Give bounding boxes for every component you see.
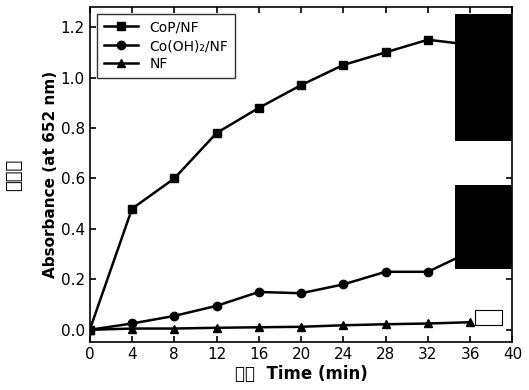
CoP/NF [213, 131, 220, 135]
Co(OH)₂/NF [298, 291, 304, 296]
Co(OH)₂/NF [171, 314, 177, 318]
CoP/NF [467, 43, 473, 47]
Co(OH)₂/NF [129, 321, 135, 326]
X-axis label: 时间  Time (min): 时间 Time (min) [235, 365, 368, 383]
CoP/NF [256, 106, 262, 110]
CoP/NF [171, 176, 177, 181]
Line: CoP/NF: CoP/NF [86, 35, 475, 334]
NF [256, 325, 262, 330]
CoP/NF [340, 63, 346, 67]
Y-axis label: Absorbance (at 652 nm): Absorbance (at 652 nm) [43, 71, 58, 278]
CoP/NF [129, 206, 135, 211]
CoP/NF [298, 83, 304, 87]
CoP/NF [425, 37, 431, 42]
NF [340, 323, 346, 328]
NF [425, 321, 431, 326]
NF [87, 328, 93, 332]
Co(OH)₂/NF [467, 249, 473, 254]
Line: NF: NF [86, 318, 475, 334]
Line: Co(OH)₂/NF: Co(OH)₂/NF [86, 247, 475, 334]
Co(OH)₂/NF [256, 290, 262, 294]
NF [382, 322, 389, 326]
Text: 吸光度: 吸光度 [5, 159, 23, 191]
CoP/NF [87, 328, 93, 332]
Co(OH)₂/NF [87, 328, 93, 332]
Legend: CoP/NF, Co(OH)₂/NF, NF: CoP/NF, Co(OH)₂/NF, NF [97, 14, 235, 78]
NF [298, 324, 304, 329]
NF [129, 326, 135, 331]
Co(OH)₂/NF [213, 303, 220, 308]
NF [213, 325, 220, 330]
NF [467, 320, 473, 324]
Co(OH)₂/NF [340, 282, 346, 287]
CoP/NF [382, 50, 389, 55]
Co(OH)₂/NF [382, 269, 389, 274]
FancyBboxPatch shape [476, 310, 502, 325]
NF [171, 326, 177, 331]
Co(OH)₂/NF [425, 269, 431, 274]
